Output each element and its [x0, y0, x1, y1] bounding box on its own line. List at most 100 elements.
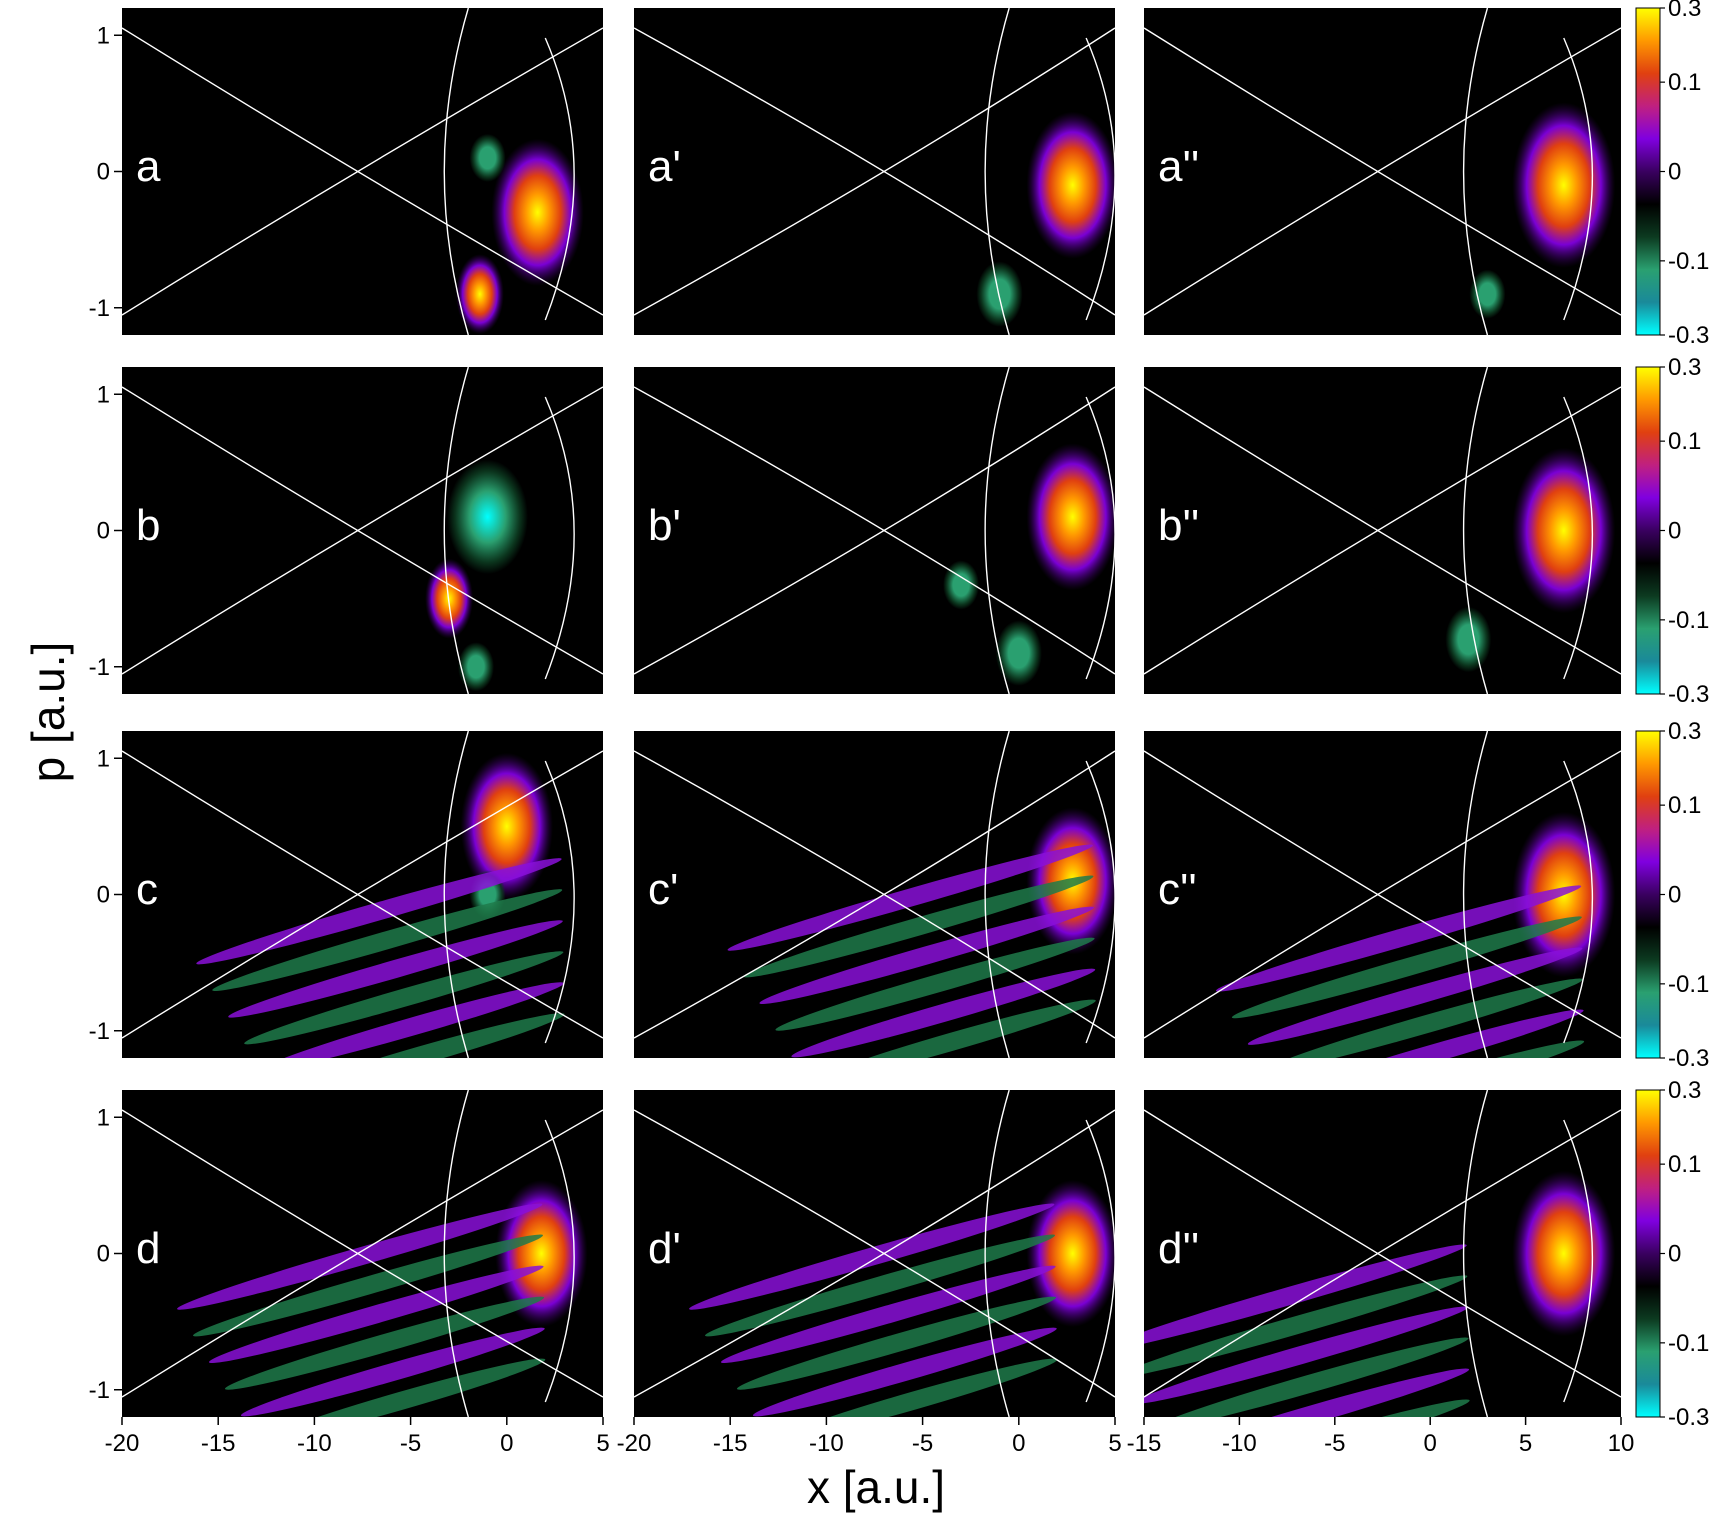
- separatrix-curve: [1085, 760, 1115, 1044]
- positive-lobe: [1026, 443, 1115, 591]
- separatrix-lines: [122, 731, 603, 1058]
- panel-label: d: [136, 1224, 160, 1273]
- y-axis-label: p [a.u.]: [22, 642, 74, 783]
- colorbar-tick-label: -0.1: [1668, 248, 1709, 275]
- fringe-group: [689, 1203, 1058, 1417]
- colorbar-tick-label: 0.1: [1668, 69, 1701, 96]
- panel-11: d' -20 -15 -10 -5 0 5: [617, 1090, 1122, 1457]
- fringe-band: [720, 1265, 1056, 1364]
- separatrix-lines: [634, 1090, 1115, 1417]
- fringe-band: [1279, 1009, 1584, 1058]
- fringe-band: [752, 1327, 1057, 1417]
- panel-2: a': [634, 8, 1115, 335]
- separatrix-curve: [443, 731, 469, 1058]
- panel-label: a: [136, 142, 161, 191]
- separatrix-curve: [984, 367, 1010, 694]
- y-tick-label: -1: [89, 1377, 110, 1404]
- colorbar-tick-label: 0.1: [1668, 1151, 1701, 1178]
- panels-layer: a10-1a' a''b10-1b' b''c10-1c' c''d10-1-20 -1…: [89, 8, 1634, 1457]
- heatmap-field: [1144, 367, 1621, 694]
- positive-lobe: [495, 1179, 588, 1328]
- separatrix-lines: [1144, 8, 1621, 335]
- colorbar-tick-label: 0: [1668, 518, 1681, 545]
- separatrix-curve: [122, 386, 603, 675]
- colorbar-tick-label: -0.3: [1668, 1404, 1709, 1431]
- colorbar-tick-label: -0.3: [1668, 681, 1709, 708]
- heatmap-field: [122, 1090, 603, 1417]
- separatrix-curve: [1144, 1109, 1621, 1398]
- heatmap-field: [122, 8, 603, 335]
- heatmap-field: [1144, 1090, 1621, 1417]
- separatrix-lines: [1144, 731, 1621, 1058]
- separatrix-curve: [544, 1119, 575, 1403]
- heatmap-background: [122, 367, 603, 694]
- negative-lobe: [458, 642, 495, 692]
- separatrix-lines: [634, 367, 1115, 694]
- fringe-band: [1165, 1368, 1470, 1417]
- panel-label: b': [648, 501, 681, 550]
- fringe-band: [240, 1327, 545, 1417]
- colorbar-tick-label: 0: [1668, 159, 1681, 186]
- colorbar: 0.3 0.1 0 -0.1 -0.3: [1635, 718, 1709, 1072]
- colorbar-tick-label: 0.1: [1668, 792, 1701, 819]
- colorbar-tick-label: 0.1: [1668, 428, 1701, 455]
- positive-lobe: [1026, 1179, 1115, 1328]
- positive-lobe: [1026, 111, 1115, 259]
- fringe-band: [212, 889, 563, 992]
- y-tick-label: -1: [89, 654, 110, 681]
- x-tick-label: -5: [912, 1430, 933, 1457]
- panel-label: b: [136, 501, 160, 550]
- panel-3: a'': [1144, 8, 1621, 335]
- colorbar-tick-label: -0.3: [1668, 322, 1709, 349]
- separatrix-curve: [1563, 37, 1594, 321]
- colorbar-tick-label: -0.1: [1668, 607, 1709, 634]
- fringe-band: [1215, 885, 1582, 992]
- fringe-band: [759, 906, 1095, 1005]
- fringe-band: [743, 875, 1094, 978]
- colorbar-tick-label: 0.3: [1668, 354, 1701, 381]
- y-tick-label: 0: [97, 159, 110, 186]
- panel-label: b'': [1158, 501, 1199, 550]
- separatrix-lines: [1144, 367, 1621, 694]
- negative-lobe: [995, 620, 1042, 686]
- separatrix-curve: [1085, 396, 1115, 680]
- colorbar-scale: [1635, 7, 1661, 336]
- panel-12: d'' -15 -10 -5 0 5 10: [1127, 1090, 1634, 1457]
- colorbar-scale: [1635, 730, 1661, 1059]
- panel-4: b 1 0 -1: [89, 367, 603, 694]
- x-tick-label: 0: [500, 1430, 513, 1457]
- colorbar: 0.3 0.1 0 -0.1 -0.3: [1635, 354, 1709, 708]
- separatrix-lines: [634, 8, 1115, 335]
- separatrix-curve: [122, 1109, 603, 1398]
- positive-lobe: [491, 138, 584, 286]
- colorbar-tick-label: -0.1: [1668, 971, 1709, 998]
- fringe-band: [705, 1234, 1055, 1337]
- separatrix-curve: [984, 8, 1010, 335]
- x-tick-label: -20: [617, 1430, 652, 1457]
- separatrix-curve: [122, 27, 603, 316]
- fringe-band: [276, 1013, 565, 1058]
- separatrix-lines: [122, 1090, 603, 1417]
- x-tick-label: -5: [400, 1430, 421, 1457]
- panel-label: d': [648, 1224, 681, 1273]
- separatrix-curve: [544, 760, 575, 1044]
- y-tick-label: 1: [97, 22, 110, 49]
- panel-label: c: [136, 865, 158, 914]
- fringe-group: [196, 858, 565, 1058]
- separatrix-lines: [122, 367, 603, 694]
- heatmap-field: [634, 8, 1115, 335]
- separatrix-curve: [1462, 1090, 1489, 1417]
- heatmap-field: [122, 367, 603, 694]
- positive-lobe: [1512, 102, 1616, 268]
- separatrix-curve: [634, 27, 1115, 316]
- separatrix-curve: [1144, 386, 1621, 675]
- separatrix-curve: [1563, 760, 1594, 1044]
- x-tick-label: 5: [1108, 1430, 1121, 1457]
- colorbar-tick-label: 0.3: [1668, 0, 1701, 22]
- fringe-band: [256, 1358, 546, 1417]
- separatrix-curve: [122, 750, 603, 1039]
- heatmap-field: [1144, 731, 1621, 1058]
- colorbar-tick-label: 0: [1668, 882, 1681, 909]
- separatrix-curve: [984, 1090, 1010, 1417]
- separatrix-curve: [1144, 750, 1621, 1039]
